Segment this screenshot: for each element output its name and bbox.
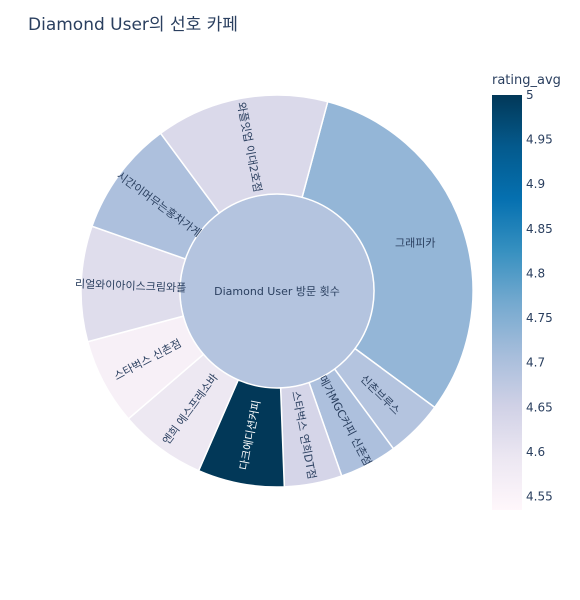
colorbar-tick-label: 4.8 bbox=[526, 266, 545, 280]
slice-9[interactable] bbox=[159, 94, 329, 215]
root-label: Diamond User 방문 횟수 bbox=[214, 285, 340, 298]
colorbar-tick-label: 4.55 bbox=[526, 490, 553, 504]
colorbar-ticks: 5 4.95 4.9 4.85 4.8 4.75 4.7 4.65 4.6 4.55 bbox=[526, 88, 553, 504]
colorbar-tick-label: 4.85 bbox=[526, 222, 553, 236]
chart-title: Diamond User의 선호 카페 bbox=[28, 15, 238, 35]
colorbar-tick-label: 4.75 bbox=[526, 311, 553, 325]
slice-label: 리얼와이아이스크림와플 bbox=[75, 276, 187, 294]
colorbar-bar bbox=[492, 95, 522, 510]
colorbar-title: rating_avg bbox=[492, 73, 561, 88]
colorbar-tick-label: 5 bbox=[526, 88, 534, 102]
slice-label: 그래피카 bbox=[395, 237, 435, 250]
colorbar: rating_avg 5 4.95 4.9 4.85 4.8 4.75 4.7 4.65 4.6… bbox=[492, 73, 561, 510]
colorbar-tick-label: 4.95 bbox=[526, 133, 553, 147]
colorbar-tick-label: 4.65 bbox=[526, 400, 553, 414]
colorbar-tick-label: 4.7 bbox=[526, 356, 545, 370]
colorbar-tick-label: 4.9 bbox=[526, 177, 545, 191]
colorbar-tick-label: 4.6 bbox=[526, 445, 545, 459]
slice-0[interactable] bbox=[301, 100, 474, 409]
